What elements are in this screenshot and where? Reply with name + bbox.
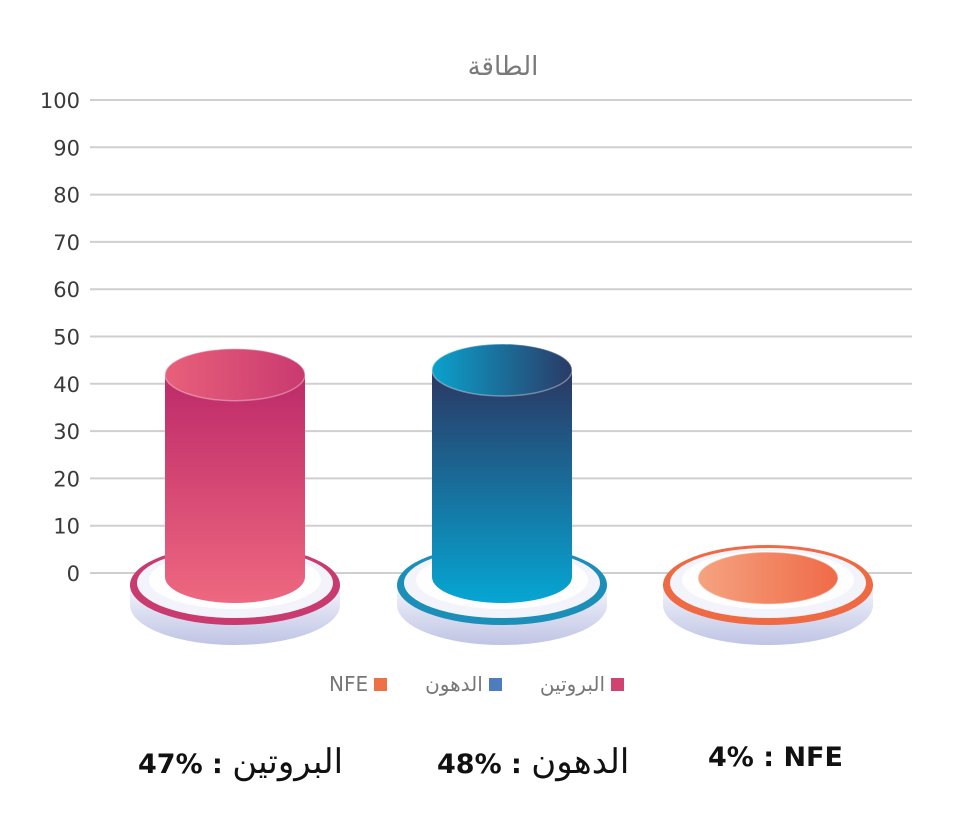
legend-swatch-fat [488, 677, 502, 691]
summary-fat-sep: : [501, 749, 532, 780]
y-tick-label: 50 [53, 326, 80, 350]
bar-group [130, 347, 340, 645]
bar-top [431, 343, 573, 397]
summary-fat-value: 48% [437, 749, 502, 780]
legend-label-fat: الدهون [425, 672, 483, 696]
legend-label-protein: البروتين [539, 672, 606, 696]
bar [432, 369, 572, 603]
summary-protein: 47% : البروتين [138, 742, 343, 782]
summary-nfe-sep: : [753, 742, 784, 773]
y-tick-label: 40 [53, 373, 80, 397]
y-tick-label: 100 [40, 89, 80, 113]
summary-protein-sep: : [202, 749, 233, 780]
legend-swatch-protein [611, 677, 625, 691]
y-tick-label: 80 [53, 184, 80, 208]
legend: البروتين الدهون NFE [0, 672, 953, 696]
summary-protein-label: البروتين [232, 742, 344, 782]
y-tick-label: 60 [53, 278, 80, 302]
y-tick-label: 90 [53, 136, 80, 160]
legend-item-nfe: NFE [328, 672, 388, 696]
y-tick-label: 10 [53, 515, 80, 539]
summary-nfe: 4% : NFE [708, 742, 843, 773]
summary-nfe-value: 4% [708, 742, 754, 773]
bar-top [164, 347, 306, 402]
legend-swatch-nfe [374, 677, 388, 691]
y-tick-label: 70 [53, 231, 80, 255]
chart-title: الطاقة [468, 52, 539, 82]
legend-item-protein: البروتين [539, 672, 625, 696]
bar-chart: 0 10 20 30 40 50 60 70 80 90 100 الطاقة [40, 52, 912, 645]
y-tick-label: 0 [67, 562, 80, 586]
legend-label-nfe: NFE [328, 672, 369, 696]
y-tick-label: 30 [53, 420, 80, 444]
summary-nfe-label: NFE [783, 742, 843, 773]
summary-fat-label: الدهون [531, 742, 630, 782]
bar-group [397, 343, 607, 645]
y-tick-label: 20 [53, 467, 80, 491]
summary-protein-value: 47% [138, 749, 203, 780]
summary-fat: 48% : الدهون [437, 742, 629, 782]
legend-item-fat: الدهون [425, 672, 502, 696]
bar-top [697, 551, 839, 605]
bar [165, 374, 305, 603]
bar-group [663, 545, 873, 645]
